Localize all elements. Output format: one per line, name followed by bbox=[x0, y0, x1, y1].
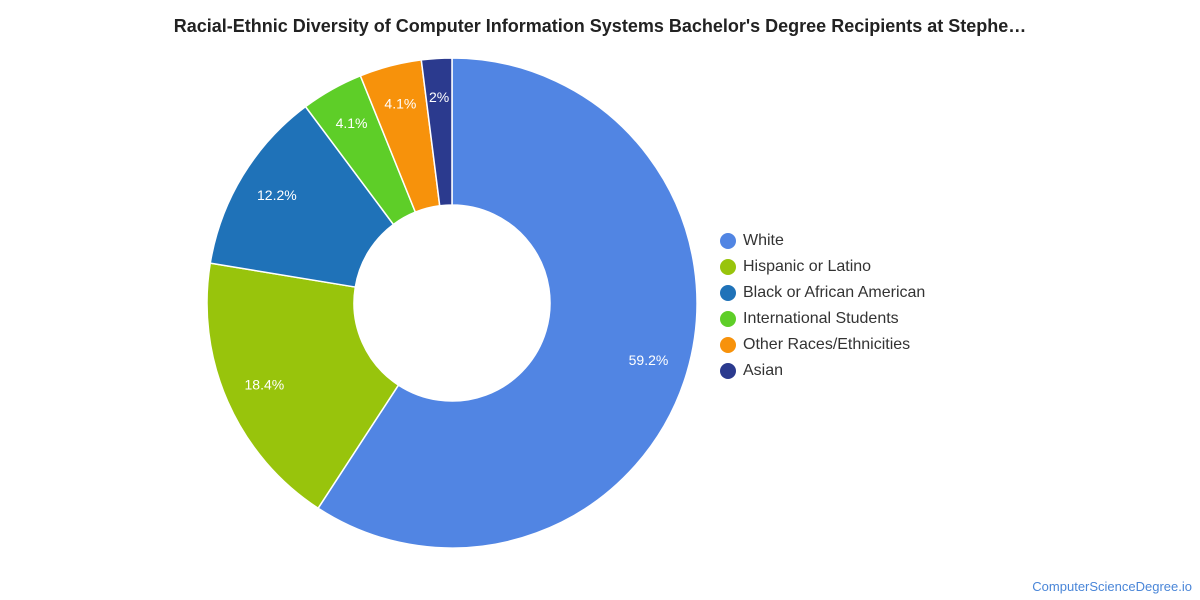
data-label: 2% bbox=[429, 89, 449, 105]
legend-swatch-icon bbox=[720, 259, 736, 275]
legend-label: International Students bbox=[743, 310, 899, 327]
legend-item[interactable]: White bbox=[720, 228, 925, 254]
legend-item[interactable]: Asian bbox=[720, 358, 925, 384]
slice-white[interactable] bbox=[317, 57, 698, 549]
chart-legend: White Hispanic or Latino Black or African … bbox=[720, 228, 925, 384]
chart-title: Racial-Ethnic Diversity of Computer Info… bbox=[173, 16, 1027, 36]
data-label: 18.4% bbox=[245, 376, 285, 392]
legend-item[interactable]: International Students bbox=[720, 306, 925, 332]
slices-layer bbox=[206, 57, 698, 549]
legend-item[interactable]: Other Races/Ethnicities bbox=[720, 332, 925, 358]
legend-swatch-icon bbox=[720, 363, 736, 379]
watermark-link[interactable]: ComputerScienceDegree.io bbox=[1032, 579, 1192, 594]
legend-swatch-icon bbox=[720, 285, 736, 301]
slice-black-or-african-american[interactable] bbox=[209, 105, 395, 288]
legend-label: White bbox=[743, 232, 784, 249]
legend-item[interactable]: Hispanic or Latino bbox=[720, 254, 925, 280]
legend-swatch-icon bbox=[720, 337, 736, 353]
legend-label: Asian bbox=[743, 362, 784, 379]
legend-swatch-icon bbox=[720, 233, 736, 249]
legend-swatch-icon bbox=[720, 311, 736, 327]
slice-hispanic-or-latino[interactable] bbox=[206, 262, 400, 510]
legend-label: Black or African American bbox=[743, 284, 926, 301]
data-label: 4.1% bbox=[384, 95, 416, 111]
legend-label: Hispanic or Latino bbox=[743, 258, 872, 275]
slice-asian[interactable] bbox=[420, 57, 453, 207]
data-label: 4.1% bbox=[336, 115, 368, 131]
data-label: 59.2% bbox=[629, 352, 669, 368]
legend-label: Other Races/Ethnicities bbox=[743, 336, 911, 353]
data-labels-layer: 59.2% 18.4% 12.2% 4.1% 4.1% 2% bbox=[245, 89, 669, 392]
legend-item[interactable]: Black or African American bbox=[720, 280, 925, 306]
data-label: 12.2% bbox=[257, 187, 297, 203]
